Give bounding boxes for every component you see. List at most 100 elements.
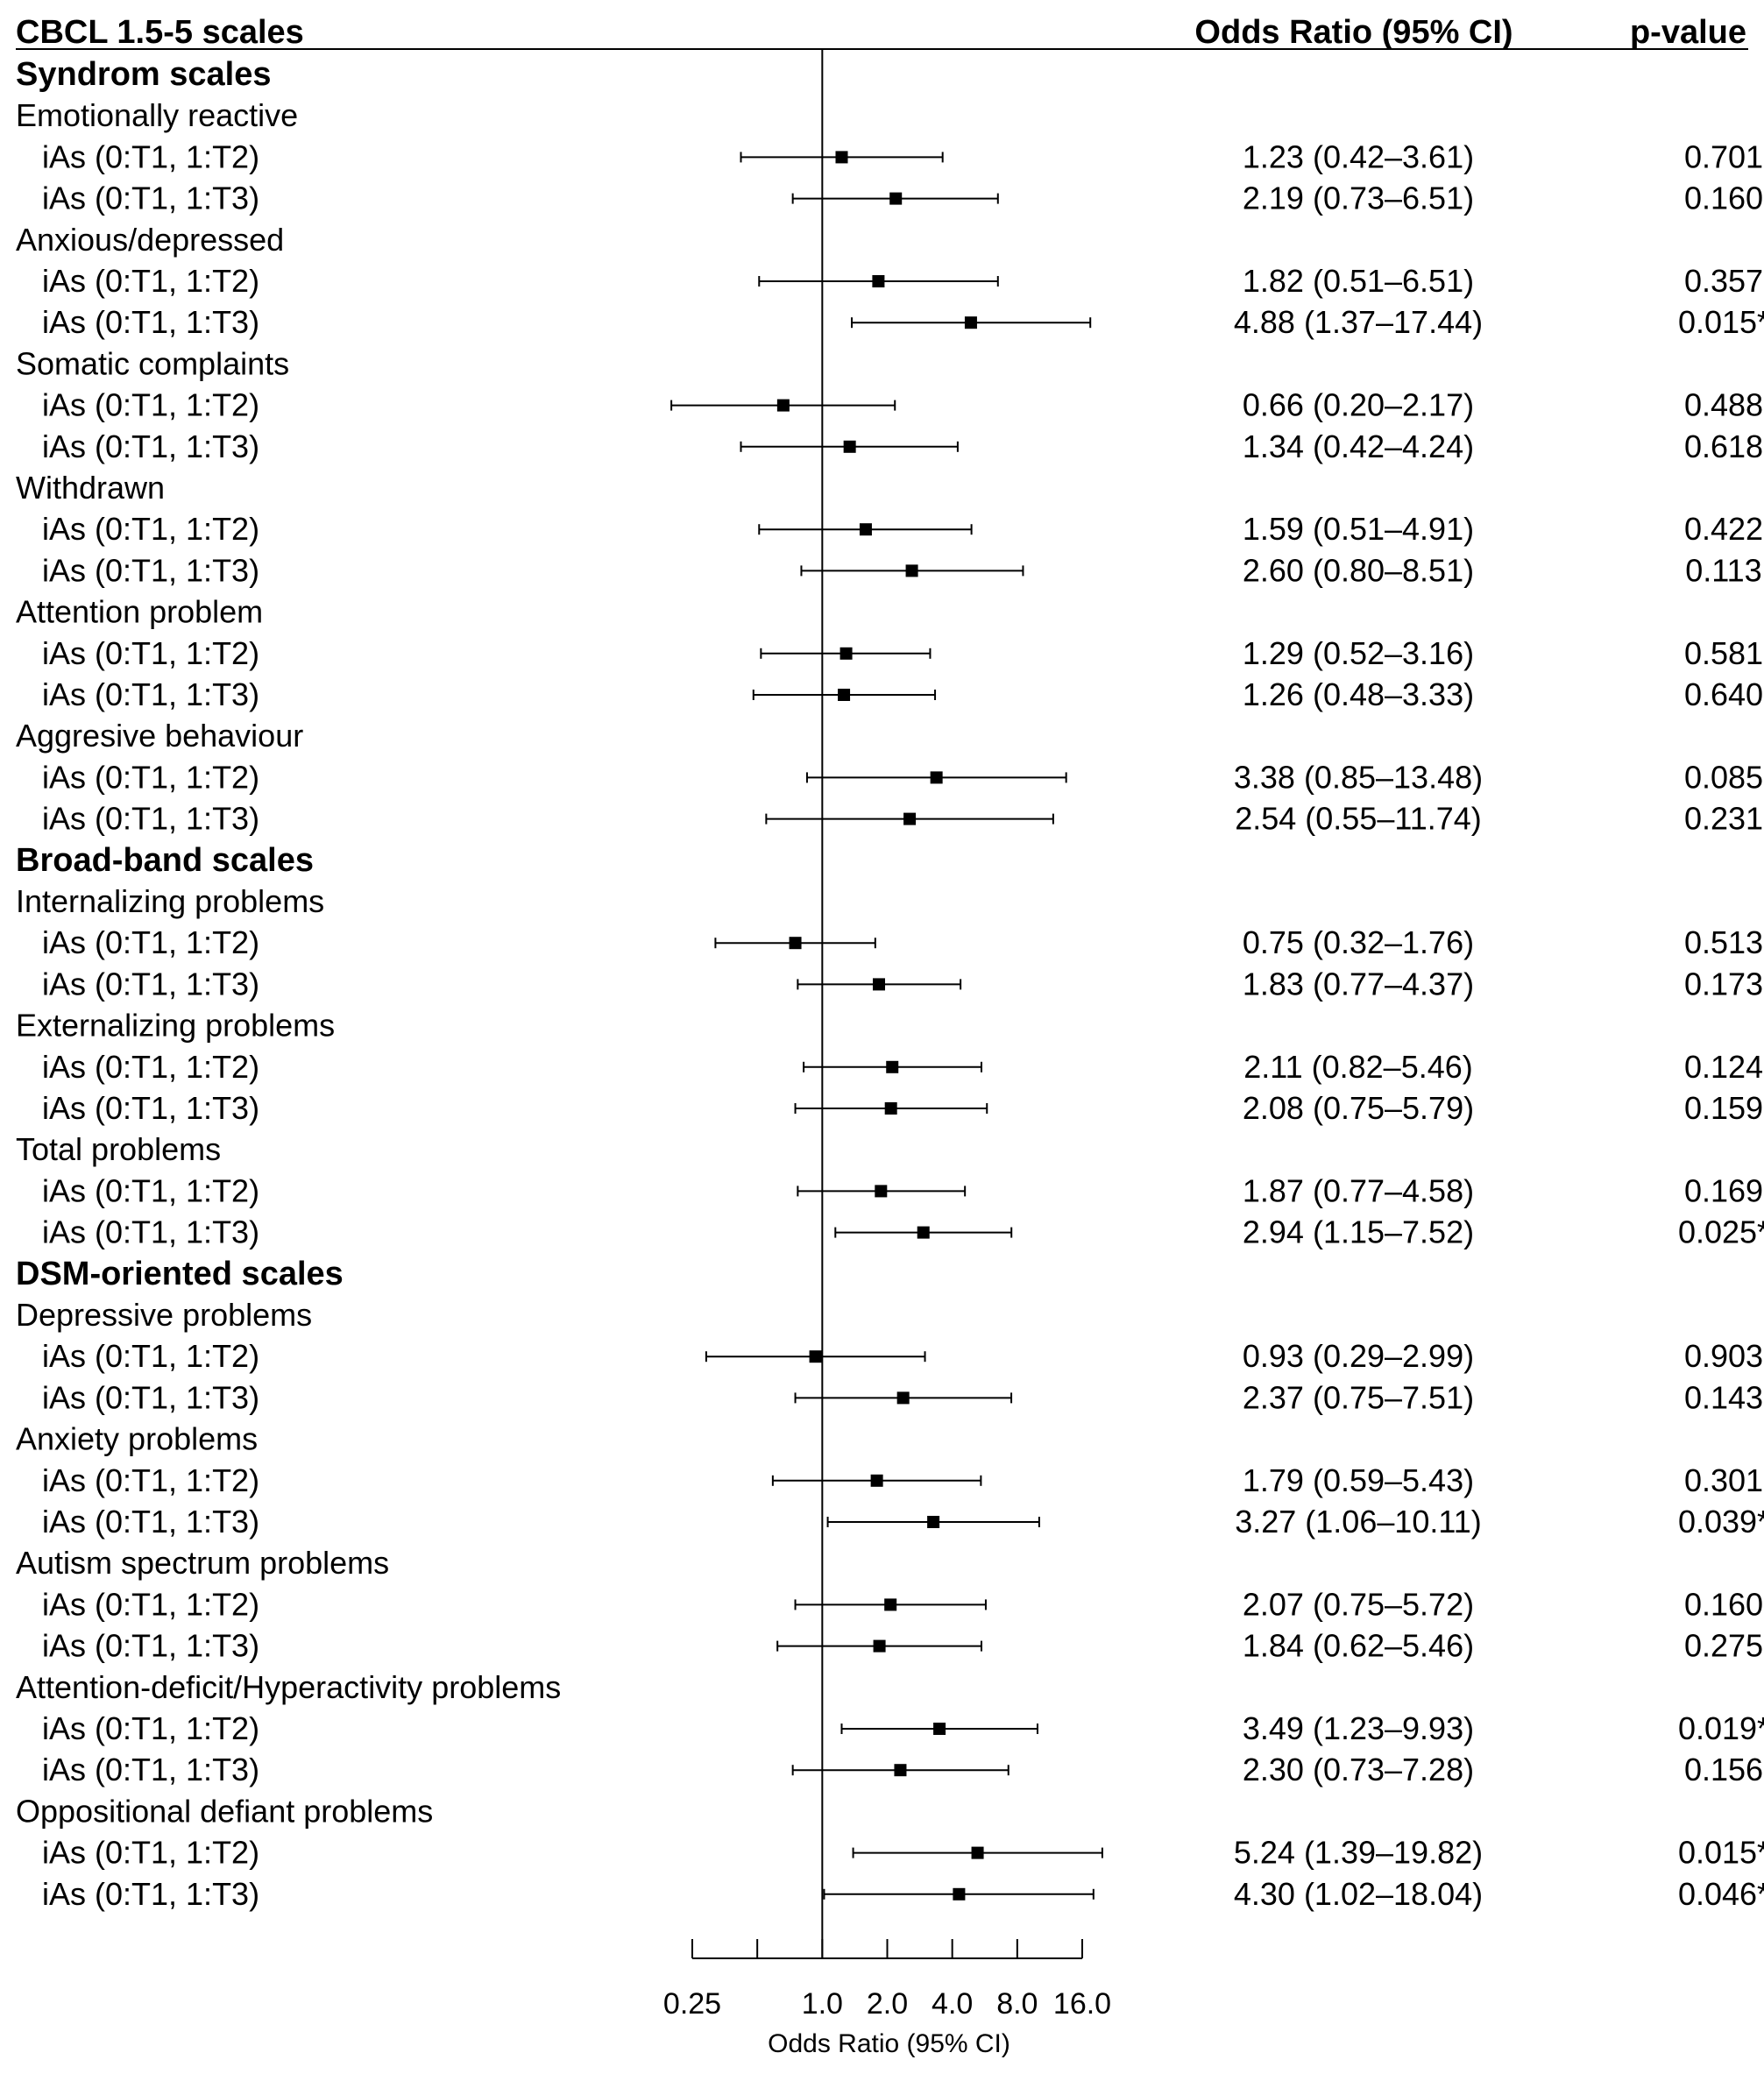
row-label: iAs (0:T1, 1:T2) bbox=[42, 1172, 259, 1208]
odds-ratio-value: 2.37 (0.75–7.51) bbox=[1243, 1379, 1474, 1415]
point-estimate bbox=[843, 440, 856, 453]
scale-name: Aggresive behaviour bbox=[16, 718, 303, 754]
p-value: 0.160 bbox=[1684, 181, 1763, 216]
section-heading: Broad-band scales bbox=[16, 842, 314, 879]
p-value: 0.275 bbox=[1684, 1628, 1763, 1664]
scale-name: Total problems bbox=[16, 1131, 221, 1167]
point-estimate bbox=[927, 1516, 940, 1528]
x-tick-label: 2.0 bbox=[867, 1987, 908, 2021]
p-value: 0.640 bbox=[1684, 676, 1763, 712]
odds-ratio-value: 3.38 (0.85–13.48) bbox=[1234, 759, 1483, 795]
point-estimate bbox=[789, 937, 802, 950]
p-value: 0.113 bbox=[1685, 552, 1761, 588]
p-value: 0.581 bbox=[1684, 635, 1763, 671]
point-estimate bbox=[930, 771, 943, 784]
odds-ratio-value: 1.82 (0.51–6.51) bbox=[1243, 263, 1474, 299]
odds-ratio-value: 1.29 (0.52–3.16) bbox=[1243, 635, 1474, 671]
row-label: iAs (0:T1, 1:T2) bbox=[42, 1049, 259, 1085]
row-label: iAs (0:T1, 1:T3) bbox=[42, 1379, 259, 1415]
row-label: iAs (0:T1, 1:T3) bbox=[42, 676, 259, 712]
p-value: 0.488 bbox=[1684, 387, 1763, 423]
point-estimate bbox=[905, 564, 918, 577]
odds-ratio-value: 1.23 (0.42–3.61) bbox=[1243, 138, 1474, 174]
scale-name: Oppositional defiant problems bbox=[16, 1793, 433, 1829]
row-label: iAs (0:T1, 1:T3) bbox=[42, 1876, 259, 1912]
point-estimate bbox=[896, 1391, 910, 1405]
row-label: iAs (0:T1, 1:T2) bbox=[42, 759, 259, 795]
point-estimate bbox=[884, 1102, 897, 1115]
x-tick-label: 16.0 bbox=[1053, 1987, 1111, 2021]
row-label: iAs (0:T1, 1:T2) bbox=[42, 1338, 259, 1374]
point-estimate bbox=[889, 192, 903, 205]
scale-name: Attention-deficit/Hyperactivity problems bbox=[16, 1669, 561, 1705]
estimate-marks bbox=[670, 151, 1103, 1901]
row-label: iAs (0:T1, 1:T2) bbox=[42, 511, 259, 547]
odds-ratio-value: 1.83 (0.77–4.37) bbox=[1243, 966, 1474, 1002]
point-estimate bbox=[809, 1350, 822, 1363]
p-value: 0.160 bbox=[1684, 1586, 1763, 1622]
scale-name: Anxiety problems bbox=[16, 1421, 258, 1457]
scale-name: Externalizing problems bbox=[16, 1008, 335, 1044]
row-label: iAs (0:T1, 1:T3) bbox=[42, 552, 259, 588]
row-label: iAs (0:T1, 1:T3) bbox=[42, 1752, 259, 1787]
section-heading: DSM-oriented scales bbox=[16, 1256, 344, 1292]
point-estimate bbox=[838, 689, 851, 701]
point-estimate bbox=[872, 978, 885, 991]
row-label: iAs (0:T1, 1:T3) bbox=[42, 966, 259, 1002]
p-value: 0.019* bbox=[1678, 1710, 1764, 1746]
scale-name: Anxious/depressed bbox=[16, 222, 284, 258]
point-estimate bbox=[971, 1846, 984, 1859]
odds-ratio-value: 2.07 (0.75–5.72) bbox=[1243, 1586, 1474, 1622]
p-value: 0.231 bbox=[1684, 801, 1763, 837]
header-scales: CBCL 1.5-5 scales bbox=[16, 14, 304, 51]
p-value: 0.357 bbox=[1684, 263, 1763, 299]
odds-ratio-value: 4.88 (1.37–17.44) bbox=[1234, 304, 1483, 340]
odds-ratio-value: 3.27 (1.06–10.11) bbox=[1235, 1504, 1482, 1540]
p-value: 0.513 bbox=[1684, 924, 1763, 960]
x-axis: 0.25 1.0 2.0 4.0 8.0 16.0 Odds Ratio (95% CI) bbox=[663, 49, 1111, 2058]
point-estimate bbox=[859, 523, 872, 536]
p-value: 0.701 bbox=[1684, 138, 1763, 174]
header-p-value: p-value bbox=[1630, 14, 1746, 51]
row-label: iAs (0:T1, 1:T2) bbox=[42, 1586, 259, 1622]
scale-name: Withdrawn bbox=[16, 470, 165, 506]
point-estimate bbox=[886, 1060, 899, 1073]
odds-ratio-value: 2.11 (0.82–5.46) bbox=[1243, 1049, 1473, 1085]
row-label: iAs (0:T1, 1:T2) bbox=[42, 1835, 259, 1871]
point-estimate bbox=[953, 1887, 966, 1901]
odds-ratio-value: 1.26 (0.48–3.33) bbox=[1243, 676, 1474, 712]
odds-ratio-value: 1.87 (0.77–4.58) bbox=[1243, 1172, 1474, 1208]
scale-name: Depressive problems bbox=[16, 1297, 312, 1333]
scale-name: Somatic complaints bbox=[16, 345, 289, 381]
odds-ratio-value: 0.93 (0.29–2.99) bbox=[1243, 1338, 1474, 1374]
p-value: 0.025* bbox=[1678, 1214, 1764, 1250]
point-estimate bbox=[917, 1226, 930, 1239]
row-label: iAs (0:T1, 1:T3) bbox=[42, 1090, 259, 1126]
point-estimate bbox=[872, 275, 885, 287]
point-estimate bbox=[839, 647, 853, 660]
odds-ratio-value: 0.75 (0.32–1.76) bbox=[1243, 924, 1474, 960]
p-value: 0.046* bbox=[1678, 1876, 1764, 1912]
scale-name: Internalizing problems bbox=[16, 883, 324, 919]
scale-name: Autism spectrum problems bbox=[16, 1545, 389, 1581]
point-estimate bbox=[894, 1764, 907, 1777]
p-value: 0.124 bbox=[1684, 1049, 1763, 1085]
row-label: iAs (0:T1, 1:T2) bbox=[42, 138, 259, 174]
row-label: iAs (0:T1, 1:T3) bbox=[42, 1214, 259, 1250]
row-label: iAs (0:T1, 1:T2) bbox=[42, 635, 259, 671]
section-heading: Syndrom scales bbox=[16, 56, 271, 93]
row-label: iAs (0:T1, 1:T2) bbox=[42, 387, 259, 423]
x-tick-label: 1.0 bbox=[802, 1987, 843, 2021]
p-value: 0.903 bbox=[1684, 1338, 1763, 1374]
odds-ratio-value: 1.59 (0.51–4.91) bbox=[1243, 511, 1474, 547]
row-label: iAs (0:T1, 1:T2) bbox=[42, 1462, 259, 1498]
row-label: iAs (0:T1, 1:T3) bbox=[42, 304, 259, 340]
p-value: 0.169 bbox=[1684, 1172, 1763, 1208]
x-tick-label: 4.0 bbox=[932, 1987, 973, 2021]
row-label: iAs (0:T1, 1:T2) bbox=[42, 1710, 259, 1746]
row-label: iAs (0:T1, 1:T3) bbox=[42, 801, 259, 837]
p-value: 0.422 bbox=[1684, 511, 1763, 547]
point-estimate bbox=[903, 812, 917, 825]
row-label: iAs (0:T1, 1:T3) bbox=[42, 181, 259, 216]
